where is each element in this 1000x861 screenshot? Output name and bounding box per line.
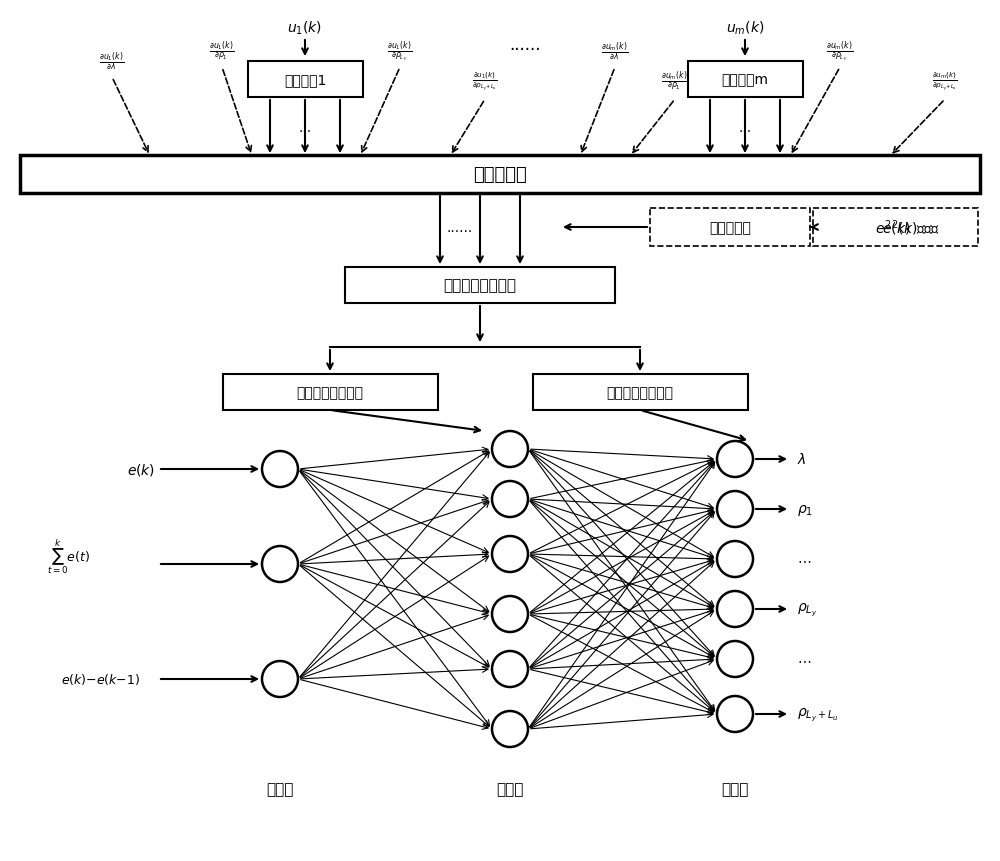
Text: ......: ...... bbox=[509, 36, 541, 54]
Text: 输出层: 输出层 bbox=[721, 782, 749, 796]
Text: $\rho_{L_y+L_u}$: $\rho_{L_y+L_u}$ bbox=[797, 706, 839, 722]
Text: $e(k){-}e(k{-}1)$: $e(k){-}e(k{-}1)$ bbox=[61, 672, 140, 687]
Text: 更新隐含层权系数: 更新隐含层权系数 bbox=[296, 386, 364, 400]
Text: 梯度信息m: 梯度信息m bbox=[722, 73, 768, 87]
Text: $\frac{\partial u_m(k)}{\partial \rho_{L_y}}$: $\frac{\partial u_m(k)}{\partial \rho_{L… bbox=[826, 39, 854, 65]
Text: $\frac{\partial u_m(k)}{\partial \rho_1}$: $\frac{\partial u_m(k)}{\partial \rho_1}… bbox=[661, 70, 689, 94]
Circle shape bbox=[717, 542, 753, 578]
Bar bbox=[813, 208, 978, 247]
Circle shape bbox=[717, 697, 753, 732]
Text: ...: ... bbox=[298, 121, 312, 135]
Circle shape bbox=[262, 547, 298, 582]
Text: $\lambda$: $\lambda$ bbox=[797, 452, 806, 467]
Circle shape bbox=[492, 481, 528, 517]
Bar bbox=[650, 208, 810, 247]
Bar bbox=[345, 268, 615, 304]
Circle shape bbox=[717, 592, 753, 628]
Circle shape bbox=[492, 431, 528, 468]
Text: 更新输出层权系数: 更新输出层权系数 bbox=[606, 386, 674, 400]
Text: 输入层: 输入层 bbox=[266, 782, 294, 796]
Circle shape bbox=[262, 451, 298, 487]
Text: $\cdots$: $\cdots$ bbox=[797, 553, 811, 567]
Text: ...: ... bbox=[738, 121, 752, 135]
Circle shape bbox=[717, 442, 753, 478]
Text: $u_m(k)$: $u_m(k)$ bbox=[726, 19, 764, 37]
Text: $\cdots$: $\cdots$ bbox=[797, 653, 811, 666]
Text: $\frac{\partial u_1(k)}{\partial \rho_1}$: $\frac{\partial u_1(k)}{\partial \rho_1}… bbox=[209, 40, 235, 65]
Circle shape bbox=[717, 641, 753, 678]
Text: $u_1(k)$: $u_1(k)$ bbox=[287, 19, 323, 37]
Bar bbox=[532, 375, 748, 411]
Circle shape bbox=[492, 597, 528, 632]
Text: $e(k)$: $e(k)$ bbox=[127, 461, 155, 478]
Text: $\frac{\partial u_1(k)}{\partial \rho_{L_y}}$: $\frac{\partial u_1(k)}{\partial \rho_{L… bbox=[387, 39, 413, 65]
Text: 系统误差反向传播: 系统误差反向传播 bbox=[444, 278, 516, 293]
Bar bbox=[222, 375, 438, 411]
Text: 梯度下降法: 梯度下降法 bbox=[709, 220, 751, 235]
Text: $\frac{\partial u_m(k)}{\partial \lambda}$: $\frac{\partial u_m(k)}{\partial \lambda… bbox=[601, 40, 629, 64]
Circle shape bbox=[717, 492, 753, 528]
Text: ......: ...... bbox=[447, 220, 473, 235]
Text: $\frac{\partial u_1(k)}{\partial \lambda}$: $\frac{\partial u_1(k)}{\partial \lambda… bbox=[99, 51, 125, 73]
Text: $\rho_1$: $\rho_1$ bbox=[797, 502, 813, 517]
Circle shape bbox=[492, 711, 528, 747]
Bar bbox=[688, 62, 802, 98]
Bar bbox=[20, 156, 980, 194]
Text: 梯度信息1: 梯度信息1 bbox=[284, 73, 326, 87]
Bar bbox=[248, 62, 362, 98]
Text: $e^2(k)$: $e^2(k)$ bbox=[875, 218, 911, 238]
Circle shape bbox=[262, 661, 298, 697]
Text: $e^2(k)$最小化: $e^2(k)$最小化 bbox=[882, 218, 940, 238]
Text: $\frac{\partial u_1(k)}{\partial \rho_{L_y\!+\!L_u}}$: $\frac{\partial u_1(k)}{\partial \rho_{L… bbox=[472, 71, 498, 93]
Text: 梯度信息集: 梯度信息集 bbox=[473, 166, 527, 183]
Circle shape bbox=[492, 651, 528, 687]
Text: $\rho_{L_y}$: $\rho_{L_y}$ bbox=[797, 601, 817, 617]
Circle shape bbox=[492, 536, 528, 573]
Text: $\sum_{t=0}^{k}e(t)$: $\sum_{t=0}^{k}e(t)$ bbox=[47, 537, 90, 576]
Text: $\frac{\partial u_m(k)}{\partial \rho_{L_y\!+\!L_u}}$: $\frac{\partial u_m(k)}{\partial \rho_{L… bbox=[932, 71, 958, 93]
Text: 隐含层: 隐含层 bbox=[496, 782, 524, 796]
